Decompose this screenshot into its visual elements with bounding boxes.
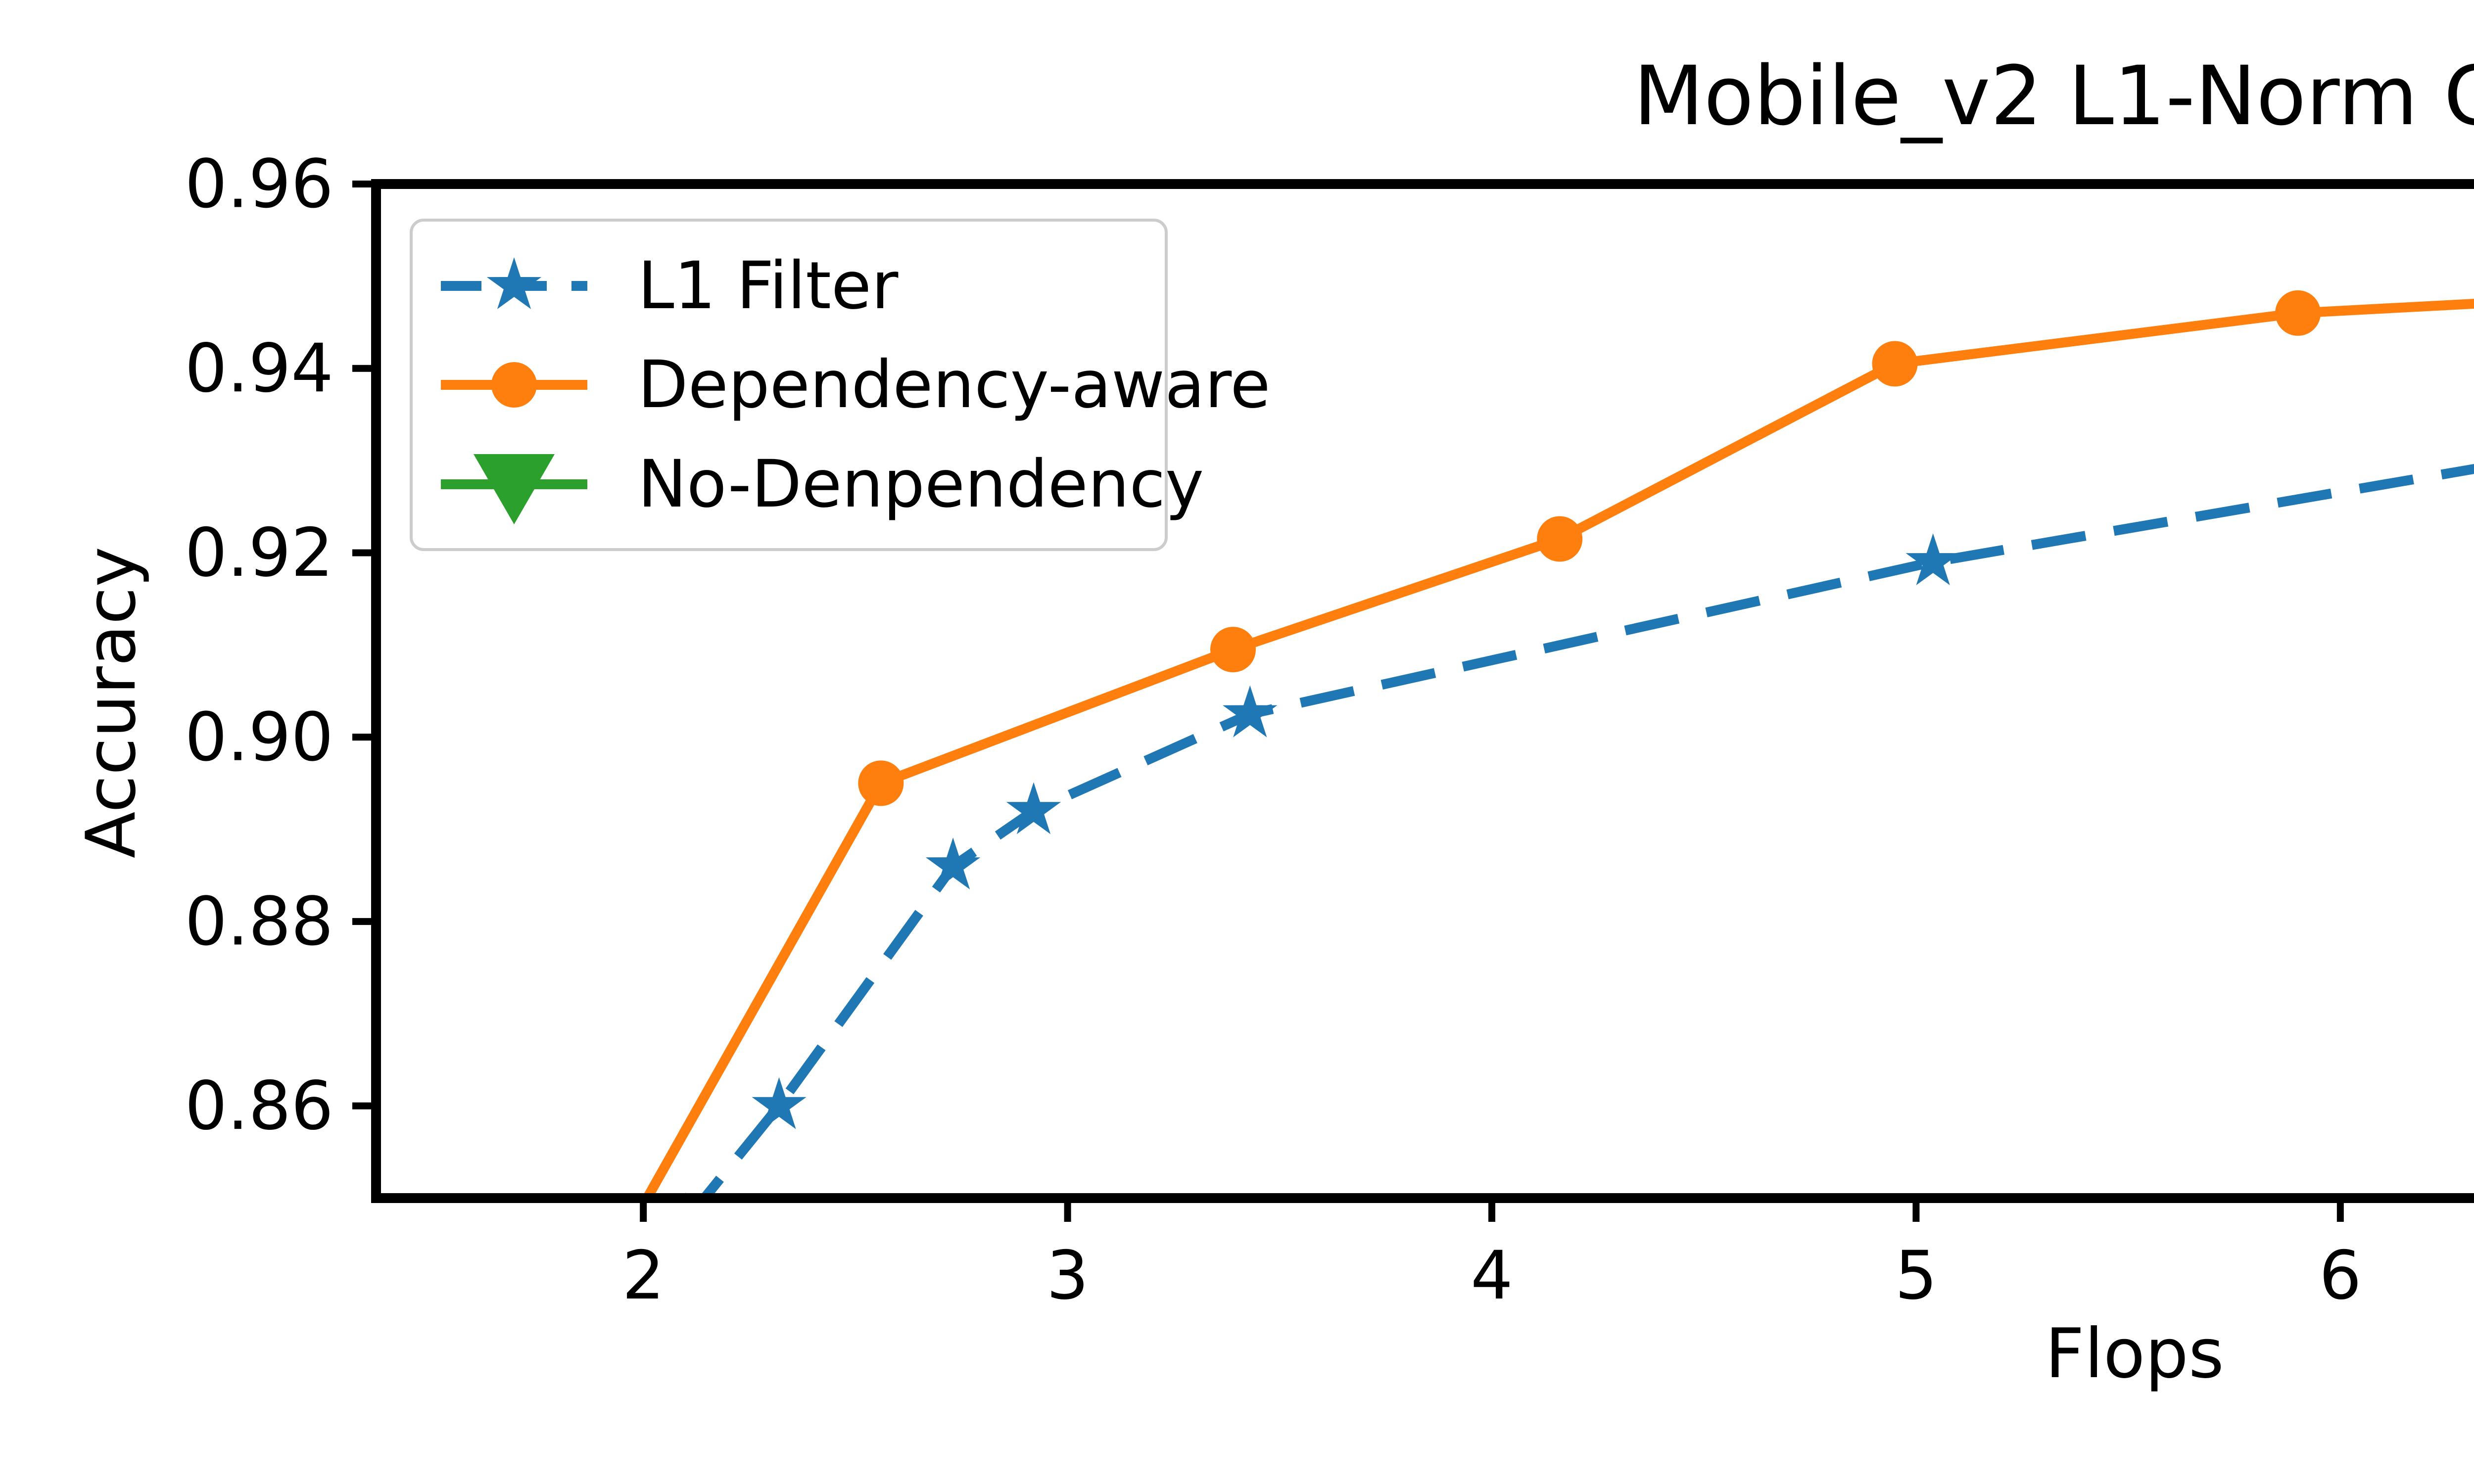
legend-handle-l1-filter [441,257,587,309]
x-tick-label-6: 6 [2319,1237,2362,1314]
series-dependency-aware [641,290,2474,1198]
marker-dependency-aware-2 [1210,627,1256,673]
legend-label-dependency-aware: Dependency-aware [638,347,1271,423]
y-tick-label-0.88: 0.88 [185,882,333,960]
legend-item-l1-filter: L1 Filter [440,244,1150,328]
x-tick-label-2: 2 [622,1237,665,1314]
legend-handle-marker-l1-filter [486,257,542,309]
y-tick-label-0.92: 0.92 [185,514,333,592]
plot-border [371,179,2474,1203]
legend: L1 Filter Dependency-aware No-Denpendenc… [410,219,1271,551]
chart-title: Mobile_v2 L1-Norm Cifar [1633,48,2474,143]
marker-l1-filter-2 [925,837,981,889]
x-axis: 23456789 [622,1198,2362,1314]
marker-dependency-aware-4 [1872,341,1918,387]
y-axis-label: Accuracy [71,546,151,859]
marker-dependency-aware-1 [858,760,904,806]
legend-item-no-denpendency: No-Denpendency [440,442,1204,526]
y-tick-label-0.96: 0.96 [185,145,333,223]
marker-l1-filter-4 [1223,685,1278,738]
legend-handle-marker-dependency-aware [491,362,537,408]
legend-handle-dependency-aware [441,362,587,408]
marker-l1-filter-5 [1905,533,1960,585]
x-tick-label-5: 5 [1895,1237,1937,1314]
marker-l1-filter-1 [752,1077,807,1129]
legend-item-dependency-aware: Dependency-aware [440,343,1271,427]
y-tick-label-0.86: 0.86 [185,1067,333,1145]
x-axis-label: Flops [2045,1314,2224,1393]
legend-handle-no-denpendency [441,454,587,524]
marker-l1-filter-3 [1006,782,1061,835]
y-tick-label-0.94: 0.94 [185,329,333,407]
legend-handle-marker-no-denpendency [474,454,555,524]
legend-label-no-denpendency: No-Denpendency [638,446,1204,522]
marker-dependency-aware-3 [1537,516,1583,562]
y-axis: 0.86 0.88 0.90 0.92 0.94 0.96 [185,145,376,1145]
y-tick-label-0.9: 0.90 [185,698,333,776]
legend-label-l1-filter: L1 Filter [638,247,899,324]
marker-dependency-aware-5 [2275,290,2321,336]
x-tick-label-3: 3 [1047,1237,1089,1314]
x-tick-label-4: 4 [1471,1237,1513,1314]
